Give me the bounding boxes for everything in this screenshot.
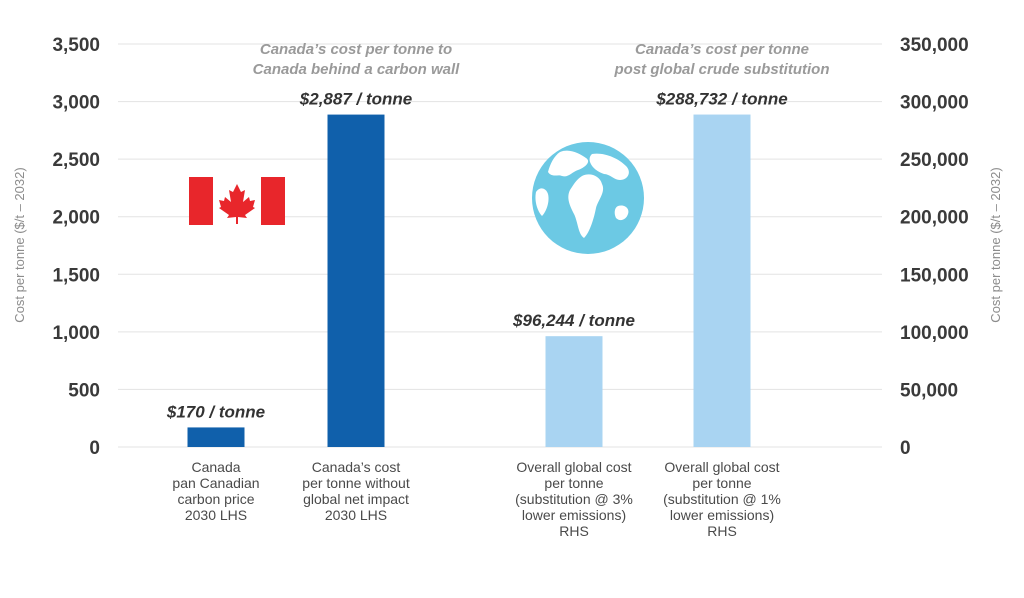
right-axis-ticks: 0 50,000 100,000 150,000 200,000 250,000 300,0… bbox=[900, 35, 969, 459]
category-label-line: 2030 LHS bbox=[185, 507, 247, 523]
category-label-line: carbon price bbox=[177, 491, 254, 507]
category-label-line: Overall global cost bbox=[516, 459, 631, 475]
category-label-line: per tonne without bbox=[302, 475, 410, 491]
left-tick-label: 0 bbox=[89, 438, 100, 459]
right-tick-label: 50,000 bbox=[900, 380, 958, 401]
right-tick-label: 300,000 bbox=[900, 93, 969, 114]
bar bbox=[327, 114, 385, 447]
bar-value-label: $2,887 / tonne bbox=[299, 90, 412, 109]
annotation-line: Canada behind a carbon wall bbox=[253, 61, 461, 78]
annotation-line: Canada’s cost per tonne to bbox=[260, 41, 452, 58]
category-label-line: global net impact bbox=[303, 491, 409, 507]
annotation-line: Canada’s cost per tonne bbox=[635, 41, 809, 58]
bar-value-label: $170 / tonne bbox=[166, 402, 265, 421]
bar bbox=[545, 336, 603, 447]
right-tick-label: 0 bbox=[900, 438, 911, 459]
right-axis-title: Cost per tonne ($/t – 2032) bbox=[988, 167, 1003, 322]
bar bbox=[187, 427, 245, 447]
category-label-line: RHS bbox=[707, 523, 737, 539]
value-labels: $170 / tonne $2,887 / tonne $96,244 / tonn… bbox=[166, 90, 788, 422]
annotation-line: post global crude substitution bbox=[614, 61, 830, 78]
category-label-line: lower emissions) bbox=[670, 507, 774, 523]
bar-value-label: $96,244 / tonne bbox=[512, 311, 635, 330]
left-axis-ticks: 0 500 1,000 1,500 2,000 2,500 3,000 3,500 bbox=[52, 35, 100, 459]
left-tick-label: 1,000 bbox=[52, 323, 100, 344]
right-tick-label: 100,000 bbox=[900, 323, 969, 344]
category-label-line: RHS bbox=[559, 523, 589, 539]
left-tick-label: 2,500 bbox=[52, 150, 100, 171]
bar-value-label: $288,732 / tonne bbox=[655, 90, 787, 109]
right-tick-label: 200,000 bbox=[900, 208, 969, 229]
category-label-line: per tonne bbox=[544, 475, 603, 491]
category-label-line: per tonne bbox=[692, 475, 751, 491]
category-label-line: Overall global cost bbox=[664, 459, 779, 475]
category-label-line: pan Canadian bbox=[172, 475, 259, 491]
left-tick-label: 3,000 bbox=[52, 93, 100, 114]
category-label-line: (substitution @ 1% bbox=[663, 491, 781, 507]
category-label-line: Canada bbox=[191, 459, 240, 475]
canada-flag-icon bbox=[189, 177, 285, 225]
right-tick-label: 250,000 bbox=[900, 150, 969, 171]
left-tick-label: 500 bbox=[68, 380, 100, 401]
left-tick-label: 3,500 bbox=[52, 35, 100, 56]
left-axis-title: Cost per tonne ($/t – 2032) bbox=[12, 167, 27, 322]
category-label-line: Canada’s cost bbox=[312, 459, 401, 475]
category-label-line: (substitution @ 3% bbox=[515, 491, 633, 507]
right-tick-label: 350,000 bbox=[900, 35, 969, 56]
annotations: Canada’s cost per tonne to Canada behind … bbox=[253, 41, 830, 78]
left-tick-label: 2,000 bbox=[52, 208, 100, 229]
bars bbox=[187, 114, 751, 448]
bar bbox=[693, 114, 751, 448]
right-tick-label: 150,000 bbox=[900, 265, 969, 286]
category-label-line: lower emissions) bbox=[522, 507, 626, 523]
category-label-line: 2030 LHS bbox=[325, 507, 387, 523]
left-tick-label: 1,500 bbox=[52, 265, 100, 286]
globe-icon bbox=[532, 142, 644, 254]
